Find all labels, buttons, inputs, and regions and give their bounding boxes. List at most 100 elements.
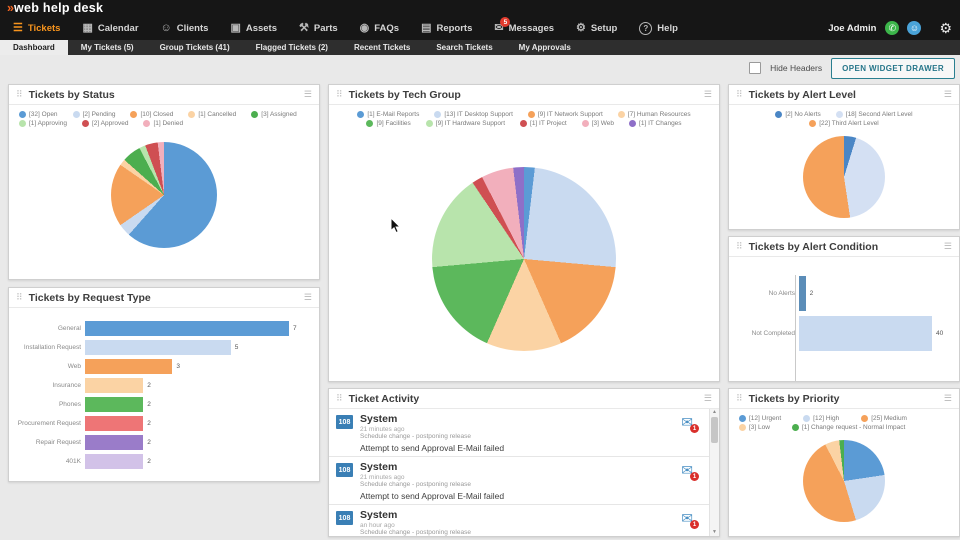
nav-item-label: Clients (176, 23, 209, 34)
gear-icon[interactable]: ⚙ (939, 20, 952, 36)
widget-menu-icon[interactable]: ☰ (703, 89, 712, 99)
ticket-id-badge[interactable]: 108 (336, 415, 353, 429)
drag-handle-icon[interactable]: ⠿ (16, 292, 23, 302)
legend-item: [2] No Alerts (775, 111, 821, 118)
bar (85, 435, 144, 450)
legend-label: [12] Urgent (749, 415, 782, 422)
widget-title: Ticket Activity (348, 392, 420, 405)
nav-item-tickets[interactable]: ☰ Tickets (4, 19, 73, 38)
hide-headers-checkbox[interactable] (749, 62, 762, 74)
nav-item-label: Calendar (97, 23, 139, 34)
widget-tickets-by-alert-condition: ⠿ Tickets by Alert Condition ☰ No Alerts… (728, 236, 960, 382)
bar-category-label: 401K (65, 458, 81, 465)
tab-group-tickets-41-[interactable]: Group Tickets (41) (159, 43, 230, 52)
bar-value-label: 7 (293, 325, 297, 332)
drag-handle-icon[interactable]: ⠿ (736, 241, 743, 251)
main-nav: ☰ Tickets ▦ Calendar ☺ Clients ▣ Assets ⚒ Parts ◉ F… (4, 17, 691, 39)
bar-category-label: Insurance (52, 382, 81, 389)
legend-label: [3] Assigned (261, 111, 297, 118)
legend-label: [2] No Alerts (785, 111, 821, 118)
bar (85, 454, 144, 469)
nav-item-clients[interactable]: ☺ Clients (152, 19, 222, 38)
legend-label: [12] High (813, 415, 840, 422)
drag-handle-icon[interactable]: ⠿ (336, 89, 343, 99)
widget-title: Tickets by Status (28, 88, 115, 101)
widget-menu-icon[interactable]: ☰ (943, 89, 952, 99)
clients-icon: ☺ (160, 22, 172, 34)
scroll-down-icon[interactable]: ▼ (712, 529, 717, 535)
legend-color-dot (366, 120, 374, 127)
tech-group-pie-chart (432, 167, 616, 351)
activity-scrollbar[interactable]: ▲ ▼ (709, 409, 719, 536)
nav-item-calendar[interactable]: ▦ Calendar (73, 19, 151, 38)
legend-color-dot (617, 111, 625, 118)
legend-label: [1] IT Changes (639, 120, 682, 127)
nav-item-help[interactable]: ? Help (630, 18, 691, 39)
tab-recent-tickets[interactable]: Recent Tickets (353, 43, 411, 52)
widget-menu-icon[interactable]: ☰ (943, 393, 952, 403)
activity-row[interactable]: 108 System 21 minutes ago Schedule change -… (329, 409, 710, 457)
activity-message: Attempt to send Approval E-Mail failed (360, 491, 505, 501)
drag-handle-icon[interactable]: ⠿ (16, 89, 23, 99)
alert-level-chart-legend: [2] No Alerts [18] Second Alert Level [22]… (729, 105, 959, 129)
drag-handle-icon[interactable]: ⠿ (736, 89, 743, 99)
activity-timestamp: an hour ago (360, 522, 395, 529)
legend-label: [9] IT Hardware Support (435, 120, 506, 127)
legend-color-dot (81, 120, 89, 127)
legend-item: [13] IT Desktop Support (434, 111, 513, 118)
widget-title: Tickets by Alert Level (748, 88, 856, 101)
tab-search-tickets[interactable]: Search Tickets (436, 43, 493, 52)
legend-label: [1] Approving (29, 120, 67, 127)
tab-dashboard[interactable]: Dashboard (0, 40, 68, 55)
mail-icon[interactable]: ✉ 1 (681, 415, 699, 433)
availability-phone-icon[interactable]: ✆ (885, 21, 900, 35)
ticket-id-badge[interactable]: 108 (336, 463, 353, 477)
bar-category-label: Procurement Request (17, 420, 81, 427)
drag-handle-icon[interactable]: ⠿ (736, 393, 743, 403)
mail-icon[interactable]: ✉ 1 (681, 511, 699, 529)
legend-color-dot (775, 111, 783, 118)
legend-item: [1] Cancelled (188, 111, 236, 118)
nav-item-assets[interactable]: ▣ Assets (221, 19, 290, 38)
account-person-icon[interactable]: ☺ (907, 21, 922, 35)
widget-menu-icon[interactable]: ☰ (303, 292, 312, 302)
widget-menu-icon[interactable]: ☰ (303, 89, 312, 99)
bar (85, 397, 144, 412)
widget-menu-icon[interactable]: ☰ (703, 393, 712, 403)
ticket-id-badge[interactable]: 108 (336, 511, 353, 525)
mail-icon[interactable]: ✉ 1 (681, 463, 699, 481)
open-widget-drawer-button[interactable]: OPEN WIDGET DRAWER (831, 57, 955, 79)
bar-category-label: General (57, 325, 81, 332)
nav-item-parts[interactable]: ⚒ Parts (290, 19, 351, 38)
nav-item-reports[interactable]: ▤ Reports (412, 19, 485, 38)
legend-label: [13] IT Desktop Support (444, 111, 513, 118)
legend-color-dot (357, 111, 365, 118)
nav-item-messages[interactable]: ✉ Messages 5 (485, 17, 567, 38)
legend-label: [7] Human Resources (627, 111, 691, 118)
legend-item: [12] Urgent (739, 415, 781, 422)
legend-color-dot (130, 111, 138, 118)
activity-title: System (360, 509, 398, 521)
activity-row[interactable]: 108 System an hour ago Schedule change - po… (329, 505, 710, 536)
bar-value-label: 2 (809, 289, 814, 297)
nav-item-faqs[interactable]: ◉ FAQs (351, 19, 412, 38)
legend-color-dot (527, 111, 535, 118)
tab-my-tickets-5-[interactable]: My Tickets (5) (80, 43, 134, 52)
widget-menu-icon[interactable]: ☰ (943, 241, 952, 251)
widget-title: Tickets by Priority (748, 392, 840, 405)
scrollbar-thumb[interactable] (711, 417, 718, 443)
legend-item: [32] Open (19, 111, 58, 118)
scroll-up-icon[interactable]: ▲ (712, 409, 717, 415)
request-type-bar-chart: General 7 Installation Request 5 Web 3 Insuran… (17, 319, 313, 471)
app-logo: » web help desk (7, 1, 103, 15)
legend-label: [22] Third Alert Level (819, 120, 879, 127)
legend-item: [3] Low (739, 424, 770, 431)
nav-item-setup[interactable]: ⚙ Setup (567, 19, 630, 38)
activity-row[interactable]: 108 System 21 minutes ago Schedule change -… (329, 457, 710, 505)
tab-my-approvals[interactable]: My Approvals (518, 43, 571, 52)
user-name[interactable]: Joe Admin (828, 22, 877, 34)
legend-item: [1] IT Changes (629, 120, 682, 127)
bar-category-label: No Alerts (768, 289, 795, 297)
drag-handle-icon[interactable]: ⠿ (336, 393, 343, 403)
tab-flagged-tickets-2-[interactable]: Flagged Tickets (2) (255, 43, 328, 52)
